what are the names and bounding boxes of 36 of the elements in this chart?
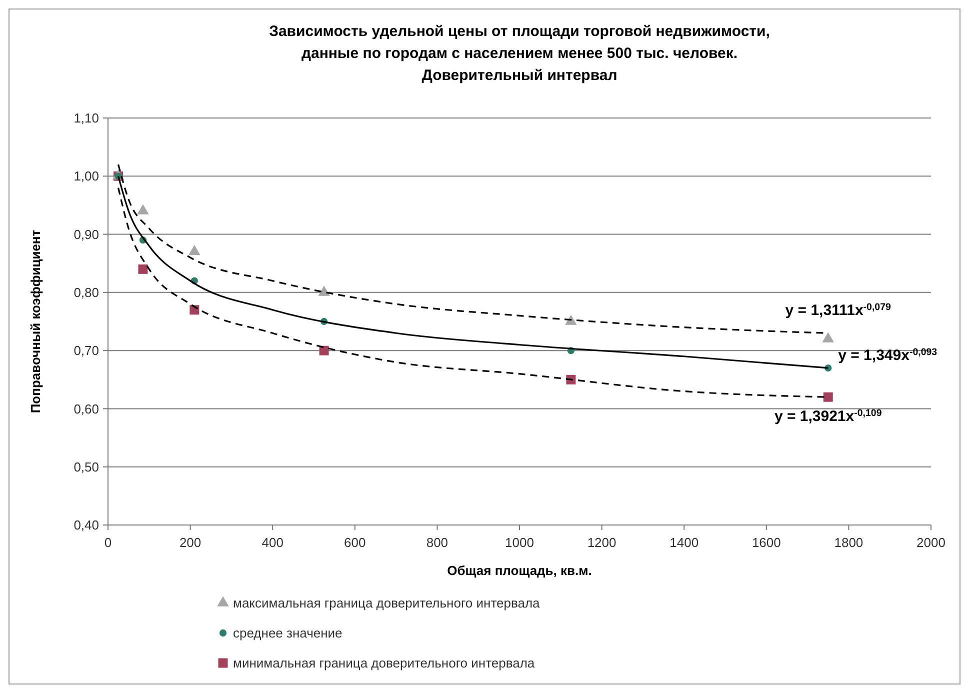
x-tick-label: 200 xyxy=(179,535,202,550)
x-tick-label: 1800 xyxy=(834,535,864,550)
y-axis-title: Поправочный коэффициент xyxy=(28,230,43,414)
chart-title: Зависимость удельной цены от площади торговой недвижимости, данные по городам с населением менее 500 тыс. человек. Доверительный интервал xyxy=(269,23,770,84)
y-tick-label: 0,90 xyxy=(74,226,99,242)
annotation: y = 1,349x$^{-0,093}$ xyxy=(838,346,938,364)
y-tick-label: 0,40 xyxy=(74,518,99,533)
y-tick-label: 0,70 xyxy=(74,343,99,358)
x-tick-label: 1400 xyxy=(670,535,699,550)
x-tick-label: 600 xyxy=(344,535,366,550)
x-tick-label: 400 xyxy=(262,535,284,550)
annotation: y = 1,3111x$^{-0,079}$ xyxy=(785,302,892,320)
y-tick-label: 1,10 xyxy=(74,110,99,126)
point xyxy=(823,392,833,402)
point xyxy=(188,244,200,256)
point xyxy=(138,264,148,274)
point xyxy=(565,314,577,325)
x-tick-label: 800 xyxy=(426,535,448,550)
point xyxy=(318,286,330,296)
y-tick-label: 1,00 xyxy=(74,168,99,184)
legend-label: среднее значение xyxy=(233,626,342,641)
x-tick-label: 1000 xyxy=(505,535,534,550)
x-axis-title: Общая площадь, кв.м. xyxy=(447,563,592,578)
legend-label: минимальная граница доверительного интервала xyxy=(233,656,536,671)
x-tick-label: 2000 xyxy=(916,535,946,550)
y-tick-label: 0,80 xyxy=(74,284,99,300)
legend-label: максимальная граница доверительного интервала xyxy=(233,596,541,611)
x-tick-label: 1200 xyxy=(587,535,616,550)
y-tick-label: 0,60 xyxy=(74,401,99,416)
annotation: y = 1,3921x$^{-0,109}$ xyxy=(774,408,882,426)
x-tick-label: 0 xyxy=(104,535,112,550)
point xyxy=(319,346,329,356)
x-tick-label: 1600 xyxy=(752,535,781,550)
point xyxy=(822,332,834,342)
point xyxy=(137,204,149,214)
y-tick-label: 0,50 xyxy=(74,459,99,474)
